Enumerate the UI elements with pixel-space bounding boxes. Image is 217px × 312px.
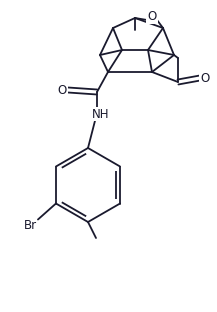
Text: O: O: [147, 11, 157, 23]
Text: NH: NH: [92, 108, 110, 120]
Text: Br: Br: [23, 219, 36, 232]
Text: O: O: [200, 71, 210, 85]
Text: O: O: [57, 84, 67, 96]
